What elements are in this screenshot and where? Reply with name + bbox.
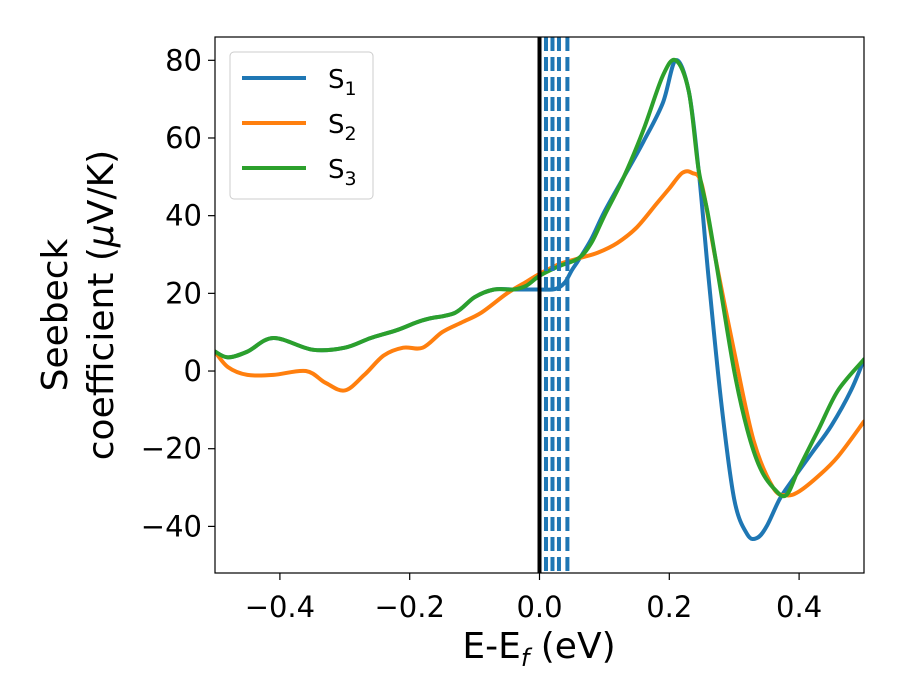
x-tick-label: −0.2	[374, 590, 444, 624]
legend: S1 S2 S3	[229, 51, 374, 200]
x-tick-label: −0.4	[245, 590, 315, 624]
y-tick-label: 20	[165, 276, 202, 310]
series-line-s3	[215, 57, 864, 499]
y-tick-label: −20	[141, 432, 202, 466]
x-tick-label: 0.4	[776, 590, 822, 624]
y-tick-label: 0	[184, 354, 202, 388]
legend-label-s2: S2	[328, 110, 357, 145]
plot-area	[215, 37, 864, 573]
y-tick-label: −40	[141, 509, 202, 543]
legend-label-s1: S1	[328, 65, 357, 100]
x-tick-label: 0.0	[516, 590, 562, 624]
y-axis-title-line1: Seebeck	[35, 238, 76, 391]
y-axis-title-line2: coefficient (μV/K)	[81, 150, 122, 460]
y-axis: −40 −20 0 20 40 60 80	[141, 43, 215, 543]
x-axis: −0.4 −0.2 0.0 0.2 0.4	[245, 573, 822, 624]
y-tick-label: 60	[165, 121, 202, 155]
legend-label-s3: S3	[328, 155, 357, 190]
x-tick-label: 0.2	[646, 590, 692, 624]
y-tick-label: 80	[165, 43, 202, 77]
plot-clip-group	[215, 37, 864, 573]
legend-box	[229, 51, 374, 200]
y-tick-label: 40	[165, 199, 202, 233]
x-axis-title: E-Ef (eV)	[462, 626, 615, 672]
